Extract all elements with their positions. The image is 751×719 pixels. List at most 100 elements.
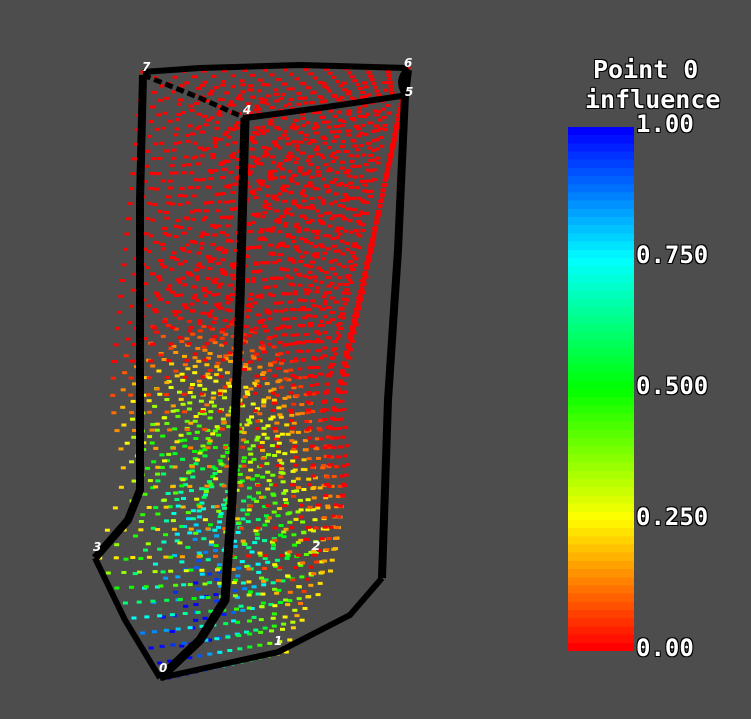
influence-point [185, 545, 191, 549]
influence-point [148, 234, 154, 238]
influence-point [192, 450, 198, 453]
influence-point [309, 154, 315, 158]
influence-point [223, 498, 229, 502]
influence-point [165, 195, 171, 199]
influence-point [198, 246, 204, 250]
vertex-label-0: 0 [159, 661, 167, 675]
influence-point [287, 258, 293, 262]
influence-point [230, 208, 236, 211]
influence-point [311, 529, 316, 533]
influence-point [156, 113, 162, 117]
influence-point [214, 365, 220, 369]
influence-point [336, 408, 342, 412]
influence-point [375, 156, 381, 160]
influence-point [182, 444, 188, 448]
influence-point [359, 287, 365, 291]
influence-point [223, 622, 229, 626]
influence-point [171, 344, 177, 348]
influence-point [254, 132, 260, 136]
influence-point [168, 555, 174, 559]
influence-point [260, 456, 266, 460]
influence-point [235, 574, 241, 578]
influence-point [256, 313, 261, 317]
influence-point [214, 599, 220, 603]
influence-point [147, 479, 153, 483]
influence-point [155, 465, 161, 469]
influence-point [150, 105, 156, 109]
influence-point [208, 177, 214, 181]
influence-point [219, 427, 225, 431]
influence-point [164, 216, 170, 220]
influence-point [323, 454, 329, 458]
influence-point [289, 526, 295, 530]
influence-point [305, 159, 311, 163]
influence-point [265, 194, 271, 198]
influence-point [258, 129, 264, 132]
influence-point [260, 261, 266, 265]
influence-point [335, 387, 341, 391]
influence-point [309, 444, 315, 448]
influence-point [157, 98, 163, 102]
influence-point [220, 328, 226, 332]
influence-point [198, 399, 204, 403]
influence-point [255, 407, 260, 411]
influence-point [190, 132, 196, 136]
influence-point [278, 524, 284, 527]
influence-point [213, 277, 219, 281]
influence-point [221, 389, 227, 393]
influence-point [342, 88, 348, 92]
influence-point [378, 127, 383, 131]
influence-point [255, 562, 261, 566]
influence-point [336, 130, 342, 134]
influence-point [350, 196, 356, 200]
influence-point [288, 72, 294, 76]
influence-point [298, 237, 304, 240]
influence-point [350, 164, 356, 168]
influence-point [240, 608, 246, 612]
influence-point [368, 74, 373, 78]
influence-point [239, 79, 245, 83]
influence-point [196, 503, 202, 507]
influence-point [201, 218, 207, 222]
influence-point [223, 357, 229, 361]
influence-point [222, 250, 228, 254]
influence-point [271, 612, 277, 616]
influence-point [212, 528, 218, 532]
influence-point [228, 298, 234, 302]
influence-point [285, 292, 291, 296]
influence-point [269, 276, 275, 280]
influence-point [234, 517, 240, 521]
influence-point [357, 106, 362, 110]
influence-point [151, 90, 157, 94]
influence-point [262, 523, 268, 527]
influence-point [387, 77, 392, 81]
influence-point [204, 99, 210, 103]
influence-point [272, 526, 278, 530]
influence-point [253, 261, 259, 265]
influence-point [323, 496, 329, 500]
influence-point [291, 421, 297, 425]
influence-point [298, 602, 303, 605]
influence-point [393, 128, 399, 132]
influence-point [299, 575, 305, 579]
influence-point [209, 89, 215, 93]
influence-point [279, 432, 285, 436]
influence-point [207, 376, 213, 380]
influence-point [203, 123, 209, 127]
influence-point [260, 592, 266, 596]
influence-point [230, 85, 236, 89]
influence-point [322, 85, 328, 89]
influence-point [312, 275, 318, 279]
influence-point [196, 529, 202, 533]
influence-point [112, 359, 117, 363]
influence-point [323, 494, 329, 497]
influence-point [255, 419, 261, 423]
influence-point [366, 93, 372, 97]
tick-label-0: 0.00 [636, 634, 694, 662]
influence-point [369, 241, 375, 245]
influence-point [230, 567, 236, 571]
influence-point [325, 247, 331, 251]
influence-point [302, 316, 308, 320]
influence-point [311, 572, 317, 576]
influence-point [279, 554, 285, 557]
